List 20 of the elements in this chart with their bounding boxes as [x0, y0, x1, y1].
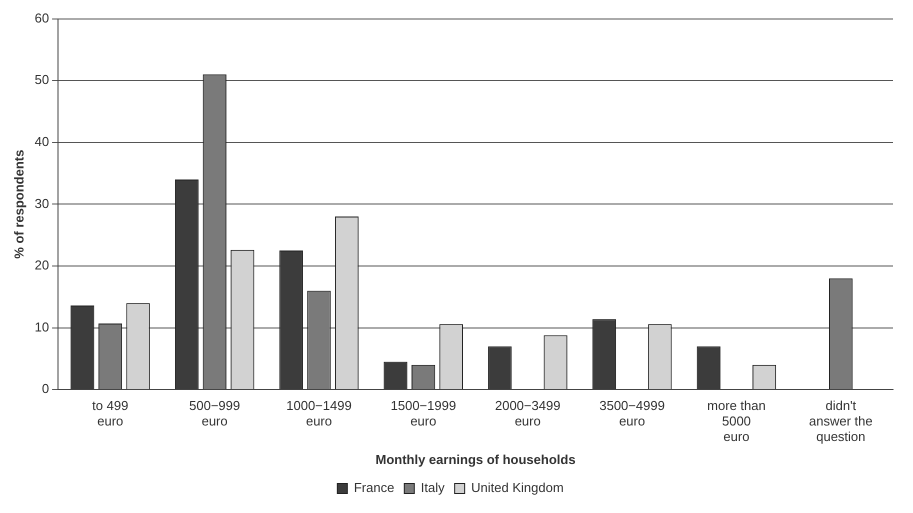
legend-label: France [354, 480, 394, 496]
y-tick-label: 0 [42, 381, 50, 396]
legend-label: United Kingdom [471, 480, 564, 496]
legend-label: Italy [420, 480, 446, 496]
x-tick-label: didn't answer the question [809, 398, 873, 444]
y-tick-label: 60 [34, 10, 50, 26]
y-tick-label: 10 [34, 319, 50, 334]
y-tick-label: 30 [34, 196, 50, 211]
y-axis-title: % of respondents [11, 150, 26, 259]
x-tick-label: more than 5000 euro [707, 398, 766, 444]
x-tick-label: 1000−1499 euro [286, 398, 352, 429]
y-tick-label: 50 [34, 72, 50, 88]
x-axis-title: Monthly earnings of households [376, 452, 576, 467]
x-tick-label: to 499 euro [92, 398, 128, 429]
x-tick-label: 1500−1999 euro [390, 398, 456, 429]
x-tick-label: 3500−4999 euro [599, 398, 665, 429]
x-tick-label: 500−999 euro [189, 398, 240, 429]
x-tick-label: 2000−3499 euro [494, 398, 560, 429]
y-tick-label: 40 [34, 134, 50, 149]
y-tick-label: 20 [34, 258, 50, 273]
